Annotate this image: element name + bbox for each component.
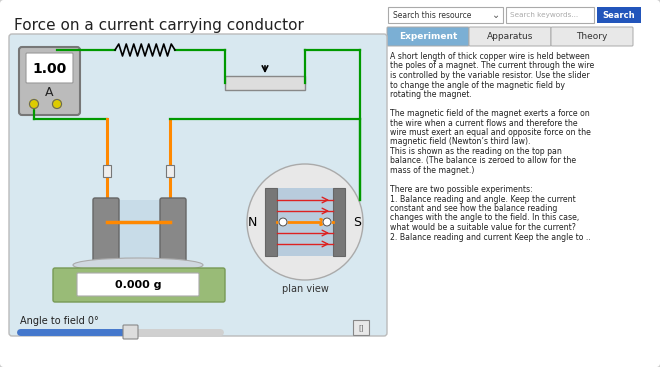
Text: constant and see how the balance reading: constant and see how the balance reading [390,204,558,213]
FancyBboxPatch shape [93,198,119,262]
Text: Force on a current carrying conductor: Force on a current carrying conductor [14,18,304,33]
Text: []: [] [358,324,364,331]
Circle shape [53,99,61,109]
FancyBboxPatch shape [77,273,199,296]
Text: A: A [46,87,53,99]
Text: to change the angle of the magnetic field by: to change the angle of the magnetic fiel… [390,80,565,90]
Bar [166,165,174,177]
Circle shape [247,164,363,280]
FancyBboxPatch shape [506,7,594,23]
Text: There are two possible experiments:: There are two possible experiments: [390,185,533,194]
FancyBboxPatch shape [469,27,551,46]
Text: Search keywords...: Search keywords... [510,12,578,18]
Text: is controlled by the variable resistor. Use the slider: is controlled by the variable resistor. … [390,71,589,80]
Text: mass of the magnet.): mass of the magnet.) [390,166,475,175]
Text: the wire when a current flows and therefore the: the wire when a current flows and theref… [390,119,578,127]
Text: rotating the magnet.: rotating the magnet. [390,90,472,99]
Text: Experiment: Experiment [399,32,457,41]
Text: N: N [248,215,257,229]
Circle shape [323,218,331,226]
Bar [117,200,162,260]
FancyBboxPatch shape [551,27,633,46]
FancyBboxPatch shape [19,47,80,115]
FancyBboxPatch shape [123,325,138,339]
Text: 1.00: 1.00 [32,62,67,76]
Bar [265,188,277,256]
Bar [275,188,335,256]
Text: plan view: plan view [282,284,329,294]
Text: magnetic field (Newton’s third law).: magnetic field (Newton’s third law). [390,138,531,146]
Text: 1. Balance reading and angle. Keep the current: 1. Balance reading and angle. Keep the c… [390,195,576,203]
Text: 0.000 g: 0.000 g [115,280,161,290]
FancyBboxPatch shape [387,27,469,46]
Text: This is shown as the reading on the top pan: This is shown as the reading on the top … [390,147,562,156]
Text: Search this resource: Search this resource [393,11,471,19]
Bar [597,7,641,23]
FancyBboxPatch shape [53,268,225,302]
FancyBboxPatch shape [26,53,73,83]
Text: the poles of a magnet. The current through the wire: the poles of a magnet. The current throu… [390,62,594,70]
Text: Apparatus: Apparatus [487,32,533,41]
Ellipse shape [73,258,203,272]
Text: wire must exert an equal and opposite force on the: wire must exert an equal and opposite fo… [390,128,591,137]
FancyBboxPatch shape [9,34,387,336]
Text: what would be a suitable value for the current?: what would be a suitable value for the c… [390,223,576,232]
Text: S: S [353,215,361,229]
Text: balance. (The balance is zeroed to allow for the: balance. (The balance is zeroed to allow… [390,156,576,166]
Text: Angle to field 0°: Angle to field 0° [20,316,99,326]
Circle shape [279,218,287,226]
Bar [333,188,345,256]
Circle shape [30,99,38,109]
Text: Theory: Theory [576,32,608,41]
Text: ⌄: ⌄ [492,10,500,20]
FancyBboxPatch shape [160,198,186,262]
Text: A short length of thick copper wire is held between: A short length of thick copper wire is h… [390,52,590,61]
Bar [103,165,111,177]
Text: Search: Search [603,11,636,19]
Text: The magnetic field of the magnet exerts a force on: The magnetic field of the magnet exerts … [390,109,590,118]
Bar [353,320,369,335]
Text: 2. Balance reading and current Keep the angle to ..: 2. Balance reading and current Keep the … [390,233,591,241]
Bar [225,76,305,90]
Text: changes with the angle to the field. In this case,: changes with the angle to the field. In … [390,214,579,222]
FancyBboxPatch shape [388,7,503,23]
